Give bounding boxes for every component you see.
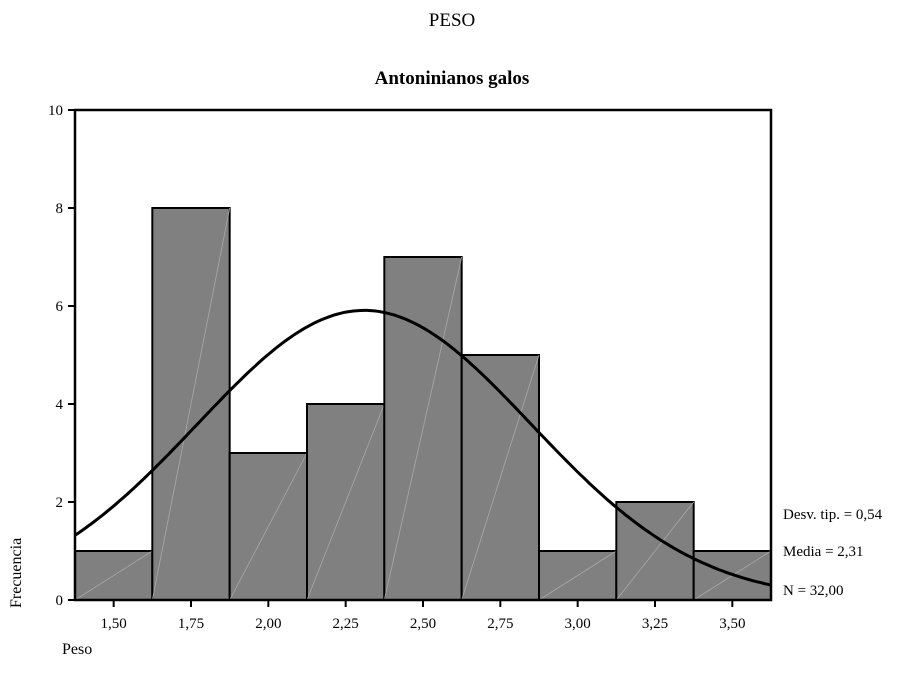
stat-mean: Media = 2,31 (783, 544, 864, 560)
y-tick-label: 10 (48, 103, 63, 119)
x-tick-label: 1,75 (178, 616, 204, 632)
bar-hatch (306, 403, 385, 601)
x-tick-label: 3,00 (565, 616, 591, 632)
stat-n: N = 32,00 (783, 583, 844, 599)
y-tick-label: 0 (56, 593, 64, 609)
x-tick-label: 2,25 (333, 616, 359, 632)
bar-hatch (616, 501, 694, 601)
x-tick-label: 3,25 (642, 616, 668, 632)
x-tick-label: 1,50 (101, 616, 127, 632)
chart-title: Antoninianos galos (374, 68, 530, 89)
stat-std-dev: Desv. tip. = 0,54 (783, 507, 883, 523)
y-tick-label: 6 (56, 299, 64, 315)
normal-curve (74, 308, 772, 587)
y-tick-label: 4 (56, 397, 64, 413)
x-tick-label: 2,75 (487, 616, 513, 632)
super-title: PESO (428, 10, 476, 31)
x-axis-label: Peso (62, 641, 93, 658)
bar-hatch (461, 354, 540, 601)
x-tick-label: 2,50 (410, 616, 436, 632)
bar-hatch (538, 550, 617, 601)
x-tick-label: 2,00 (255, 616, 281, 632)
x-tick-label: 3,50 (719, 616, 745, 632)
bar-hatch (151, 207, 231, 601)
bar-hatch (74, 550, 153, 601)
bar-hatch (229, 452, 308, 601)
bar-hatch (383, 256, 463, 601)
y-tick-label: 2 (56, 495, 64, 511)
y-tick-label: 8 (56, 201, 64, 217)
